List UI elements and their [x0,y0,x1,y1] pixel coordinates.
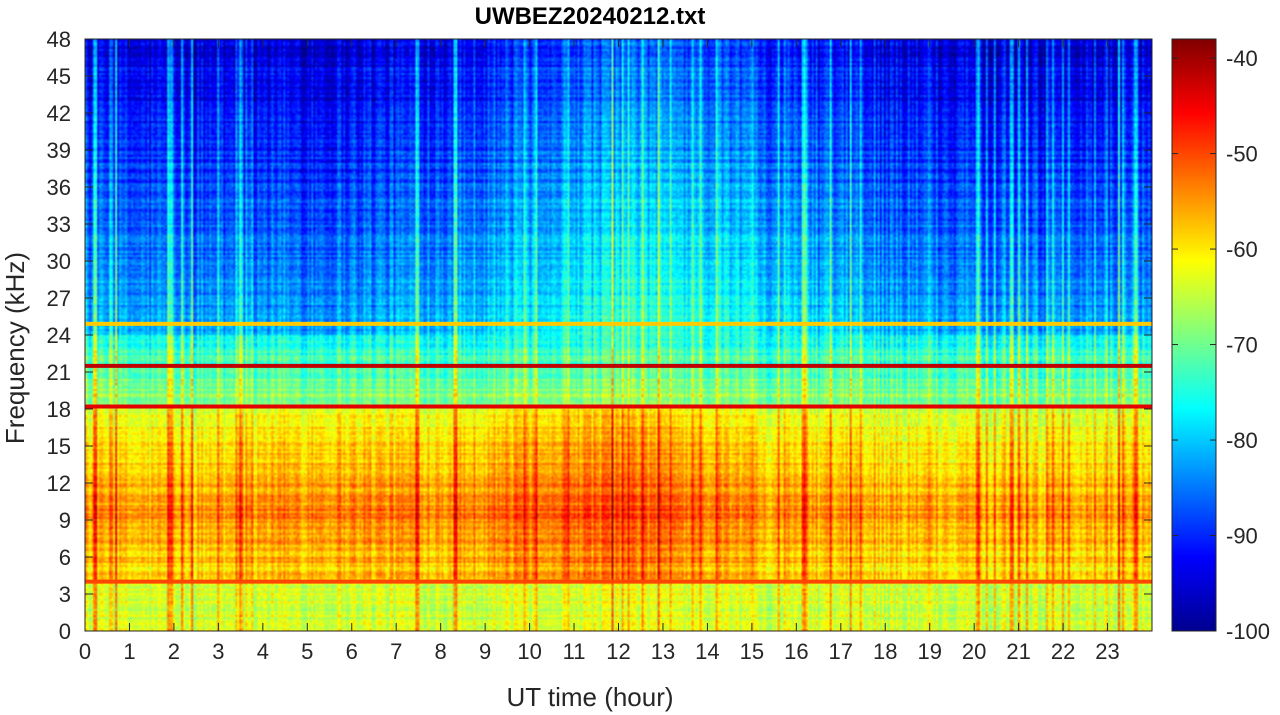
x-tick-label: 7 [390,639,402,664]
y-tick-label: 21 [47,360,71,385]
chart-title: UWBEZ20240212.txt [475,3,706,30]
x-tick-label: 9 [479,639,491,664]
x-tick-label: 12 [606,639,630,664]
x-tick-label: 17 [829,639,853,664]
x-tick-label: 6 [346,639,358,664]
colorbar-tick-label: -80 [1226,428,1258,453]
x-tick-label: 11 [563,639,586,664]
y-tick-label: 15 [47,434,71,459]
heatmap-lines [85,321,1152,584]
y-tick-label: 45 [47,64,71,89]
y-tick-label: 18 [47,397,71,422]
y-tick-label: 0 [59,619,71,644]
y-tick-label: 3 [59,582,71,607]
colorbar-tick-label: -90 [1226,524,1258,549]
y-tick-label: 39 [47,138,71,163]
x-tick-label: 21 [1006,639,1030,664]
x-tick-label: 19 [917,639,941,664]
y-tick-label: 27 [47,286,71,311]
y-tick-label: 33 [47,212,71,237]
y-tick-label: 48 [47,27,71,52]
x-tick-label: 15 [740,639,764,664]
y-tick-label: 9 [59,508,71,533]
y-tick-label: 6 [59,545,71,570]
y-tick-label: 42 [47,101,71,126]
colorbar-ticks: -40 -50 -60 -70 -80 -90 -100 [1172,46,1270,644]
colorbar-tick-label: -50 [1226,142,1258,167]
colorbar-tick-label: -100 [1226,619,1270,644]
x-tick-label: 20 [962,639,986,664]
x-tick-label: 0 [79,639,91,664]
x-tick-label: 18 [873,639,897,664]
x-tick-label: 3 [212,639,224,664]
x-tick-label: 16 [784,639,808,664]
x-tick-label: 14 [695,639,719,664]
spectrogram-heatmap [85,39,1152,631]
colorbar [1171,38,1217,632]
x-tick-label: 22 [1051,639,1075,664]
y-tick-label: 36 [47,175,71,200]
x-tick-label: 23 [1095,639,1119,664]
y-axis-title: Frequency (kHz) [0,252,30,444]
y-tick-label: 24 [47,323,71,348]
x-axis: 0 1 2 3 4 5 6 7 8 9 10 11 12 13 14 15 16 17 18 19 20 21 22 23 [79,39,1120,664]
y-tick-label: 12 [47,471,71,496]
x-tick-label: 5 [301,639,313,664]
colorbar-tick-label: -60 [1226,237,1258,262]
x-tick-label: 13 [651,639,675,664]
x-tick-label: 8 [435,639,447,664]
y-tick-label: 30 [47,249,71,274]
x-axis-title: UT time (hour) [506,682,673,712]
x-tick-label: 1 [123,639,135,664]
x-tick-label: 2 [168,639,180,664]
x-tick-label: 4 [257,639,269,664]
colorbar-tick-label: -40 [1226,46,1258,71]
x-tick-label: 10 [517,639,541,664]
colorbar-tick-label: -70 [1226,333,1258,358]
